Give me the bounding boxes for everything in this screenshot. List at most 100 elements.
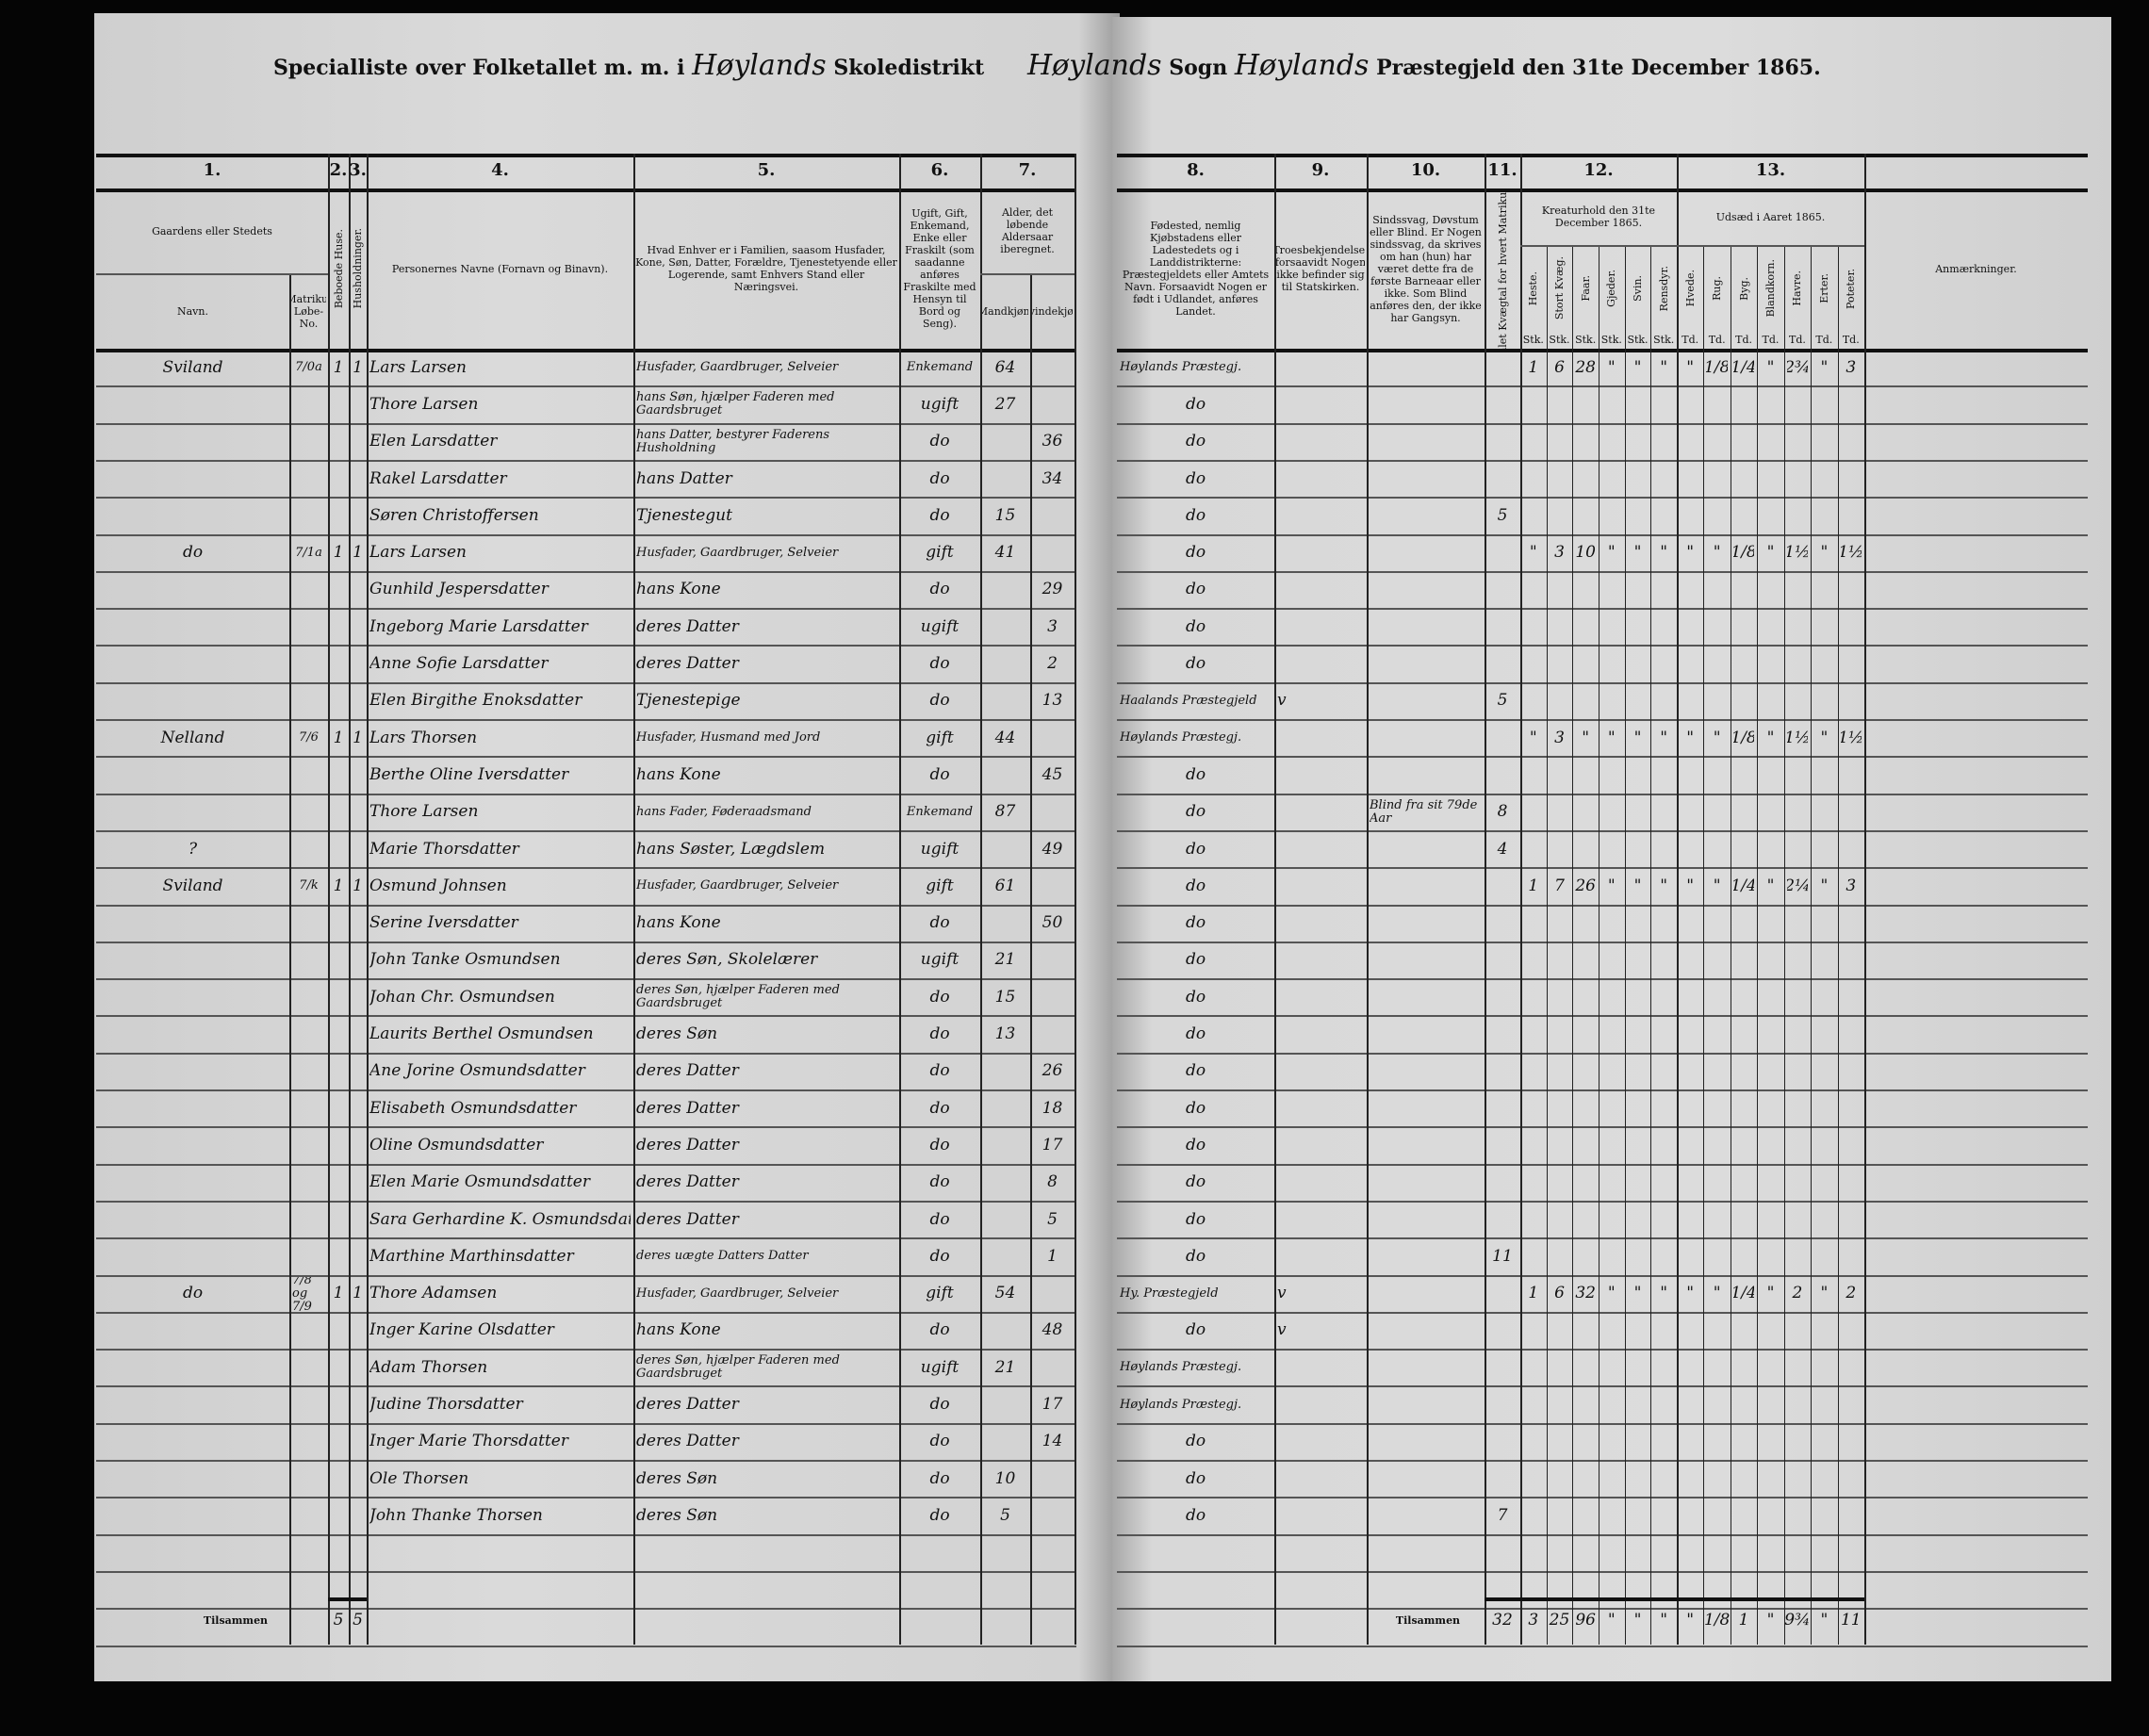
crop-total: 9¾ (1784, 1610, 1811, 1630)
crop-amount: 1/4 (1733, 876, 1754, 895)
family-role: deres Søn, hjælper Faderen med Gaardsbru… (636, 1353, 840, 1382)
family-role: Husfader, Husmand med Jord (636, 730, 821, 745)
row-rule (1117, 904, 2088, 907)
age-female: 26 (1042, 1061, 1063, 1081)
person-name: Marie Thorsdatter (369, 839, 519, 859)
crop-amount: " (1686, 728, 1695, 747)
age-male: 5 (1000, 1505, 1010, 1525)
header-crops: Udsæd i Aaret 1865. (1679, 188, 1862, 245)
header-livestock-total: Samlet Kvægtal for hvert Matrikul-No. (1486, 188, 1518, 349)
civil-status: ugift (920, 394, 960, 414)
column-rule (1572, 245, 1574, 1645)
header-unit-text: Stk. (1522, 333, 1544, 346)
row-rule (96, 1608, 1076, 1611)
farm-name: Sviland (162, 357, 223, 377)
parish-label: Sogn (1169, 56, 1228, 80)
subheader-rule (96, 273, 328, 275)
crop-amount: " (1713, 1284, 1721, 1303)
header-crop-type-text: Blandkorn. (1763, 259, 1777, 318)
houses-count: 1 (333, 543, 344, 563)
row-rule (96, 1237, 1076, 1240)
family-role: deres Datter (636, 1135, 739, 1155)
header-crop-type: Erter. (1813, 247, 1835, 330)
row-rule (1117, 1608, 2088, 1611)
livestock-total: 8 (1497, 802, 1508, 822)
livestock-total: 25 (1549, 1610, 1570, 1630)
header-livestock-type: Gjeder. (1600, 247, 1623, 330)
header-unit: Stk. (1652, 330, 1675, 349)
civil-status: gift (926, 728, 954, 747)
birthplace: do (1185, 654, 1206, 674)
livestock-total: 96 (1575, 1610, 1596, 1630)
header-age-female: Kvindekjøn. (1032, 273, 1073, 349)
family-role: deres Datter (636, 1395, 739, 1415)
family-role: deres Datter (636, 1172, 739, 1192)
header-infirmity-text: Sindssvag, Døvstum eller Blind. Er Nogen… (1370, 213, 1482, 324)
age-male: 21 (994, 1357, 1016, 1377)
header-age-text: Alder, det løbende Aldersaar iberegnet. (1000, 206, 1055, 255)
crop-amount: " (1713, 728, 1721, 747)
livestock-count: " (1660, 728, 1668, 747)
family-role: deres Søn, Skolelærer (636, 950, 818, 970)
header-farm: Gaardens eller Stedets (98, 188, 326, 273)
family-role: Husfader, Gaardbruger, Selveier (636, 545, 839, 560)
header-unit: Stk. (1627, 330, 1649, 349)
column-rule (1485, 154, 1486, 1645)
header-crop-type-text: Erter. (1817, 273, 1830, 303)
crop-amount: 1/8 (1733, 728, 1754, 747)
row-rule (96, 1422, 1076, 1425)
column-number: 7. (1018, 160, 1037, 180)
matrikul-number: 7/6 (299, 730, 319, 745)
header-livestock-type: Heste. (1522, 247, 1545, 330)
birthplace: do (1185, 876, 1206, 895)
birthplace: do (1185, 505, 1206, 525)
header-remarks: Anmærkninger. (1866, 188, 2086, 349)
person-name: Elen Larsdatter (369, 432, 498, 451)
age-female: 34 (1042, 468, 1063, 488)
age-female: 45 (1042, 764, 1063, 784)
right-page (1112, 17, 2111, 1681)
column-number: 6. (930, 160, 949, 180)
houses-count: 1 (333, 876, 344, 895)
row-rule (96, 978, 1076, 981)
column-number: 11. (1487, 160, 1517, 180)
family-role: hans Datter (636, 468, 732, 488)
row-rule (96, 1460, 1076, 1462)
header-livestock-type-text: Svin. (1632, 275, 1644, 302)
header-crop-type: Poteter. (1840, 247, 1862, 330)
header-unit-text: Td. (1681, 333, 1699, 346)
houses-total: 5 (333, 1610, 344, 1630)
row-rule (96, 497, 1076, 500)
column-number: 13. (1755, 160, 1786, 180)
header-birthplace-text: Fødested, nemlig Kjøbstadens eller Lades… (1122, 220, 1270, 318)
row-rule (96, 1089, 1076, 1091)
person-name: Marthine Marthinsdatter (369, 1246, 574, 1266)
crop-amount: 2¼ (1787, 869, 1808, 903)
birthplace: Høylands Præstegj. (1120, 1397, 1242, 1412)
livestock-grand-total: 32 (1492, 1610, 1513, 1630)
header-crop-type-text: Havre. (1791, 270, 1804, 306)
crop-amount: 1½ (1841, 721, 1862, 755)
age-male: 27 (994, 394, 1016, 414)
header-unit-text: Td. (1708, 333, 1726, 346)
header-livestock-type: Rensdyr. (1652, 247, 1675, 330)
birthplace: do (1185, 802, 1206, 822)
column-rule (289, 273, 291, 1645)
age-female: 49 (1042, 839, 1063, 859)
family-role: hans Søn, hjælper Faderen med Gaardsbrug… (636, 390, 835, 418)
family-role: deres Søn, hjælper Faderen med Gaardsbru… (636, 983, 840, 1011)
civil-status: do (929, 691, 950, 711)
livestock-count: 6 (1554, 357, 1565, 377)
row-rule (1117, 793, 2088, 795)
birthplace: do (1185, 394, 1206, 414)
civil-status: do (929, 1505, 950, 1525)
crop-amount: " (1713, 876, 1721, 895)
livestock-count: " (1660, 1284, 1668, 1303)
person-name: Thore Larsen (369, 394, 479, 414)
row-rule (1117, 1645, 2088, 1647)
header-faith: Troesbekjendelse, forsaavidt Nogen ikke … (1276, 188, 1365, 349)
family-role: hans Kone (636, 764, 721, 784)
age-female: 8 (1047, 1172, 1058, 1192)
age-male: 54 (994, 1284, 1016, 1303)
header-livestock-type-text: Rensdyr. (1657, 265, 1670, 312)
